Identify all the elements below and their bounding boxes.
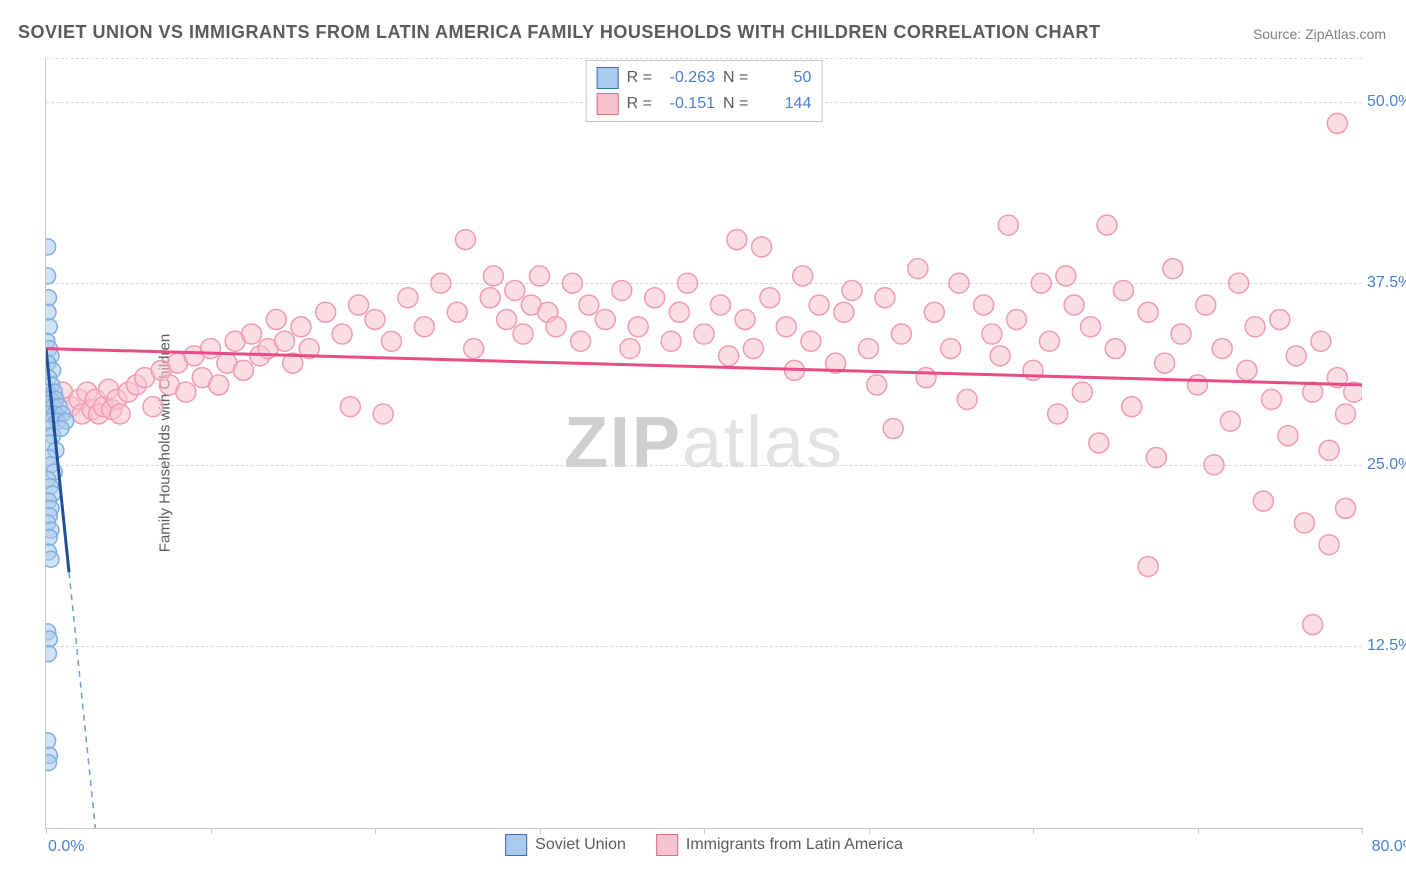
swatch-blue-icon	[505, 834, 527, 856]
x-axis-label-min: 0.0%	[48, 838, 84, 856]
x-tick	[1198, 828, 1199, 834]
r-value-2: -0.151	[660, 95, 715, 113]
x-tick	[211, 828, 212, 834]
legend-item-soviet: Soviet Union	[505, 834, 626, 856]
x-tick	[375, 828, 376, 834]
series2-name: Immigrants from Latin America	[686, 836, 903, 854]
source-label: Source: ZipAtlas.com	[1253, 26, 1386, 42]
chart-title: SOVIET UNION VS IMMIGRANTS FROM LATIN AM…	[18, 22, 1101, 43]
series1-name: Soviet Union	[535, 836, 626, 854]
swatch-pink-icon	[656, 834, 678, 856]
n-value-1: 50	[756, 69, 811, 87]
legend-row-latin: R = -0.151 N = 144	[597, 91, 812, 117]
r-label-2: R =	[627, 95, 652, 113]
x-tick	[46, 828, 47, 834]
chart-svg	[46, 58, 1362, 828]
x-tick	[1033, 828, 1034, 834]
y-tick-label: 25.0%	[1367, 456, 1406, 474]
r-label-1: R =	[627, 69, 652, 87]
correlation-legend: R = -0.263 N = 50 R = -0.151 N = 144	[586, 60, 823, 122]
n-label-1: N =	[723, 69, 748, 87]
legend-item-latin: Immigrants from Latin America	[656, 834, 903, 856]
x-tick	[869, 828, 870, 834]
swatch-pink-icon	[597, 93, 619, 115]
swatch-blue-icon	[597, 67, 619, 89]
legend-row-soviet: R = -0.263 N = 50	[597, 65, 812, 91]
y-tick-label: 50.0%	[1367, 93, 1406, 111]
r-value-1: -0.263	[660, 69, 715, 87]
series-legend: Soviet Union Immigrants from Latin Ameri…	[505, 834, 903, 856]
n-value-2: 144	[756, 95, 811, 113]
plot-area: Family Households with Children ZIPatlas…	[45, 58, 1362, 829]
chart-container: SOVIET UNION VS IMMIGRANTS FROM LATIN AM…	[0, 0, 1406, 892]
y-tick-label: 37.5%	[1367, 274, 1406, 292]
x-axis-label-max: 80.0%	[1372, 838, 1406, 856]
y-tick-label: 12.5%	[1367, 637, 1406, 655]
x-tick	[1362, 828, 1363, 834]
x-tick	[704, 828, 705, 834]
n-label-2: N =	[723, 95, 748, 113]
x-tick	[540, 828, 541, 834]
